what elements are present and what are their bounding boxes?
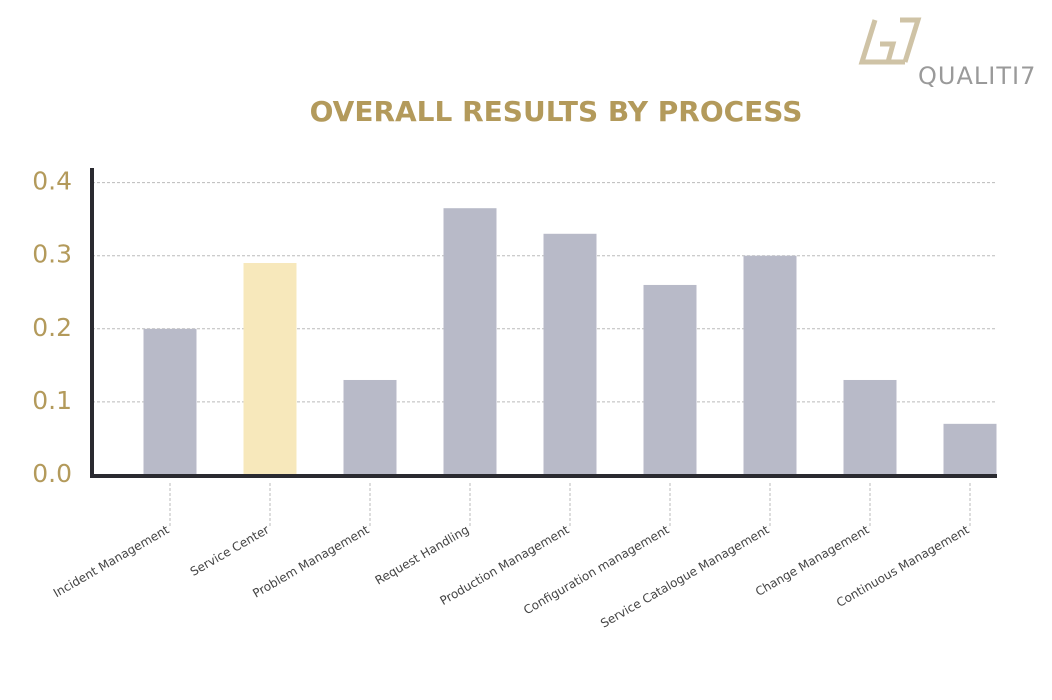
y-tick-label: 0.1 [32,386,72,415]
x-tick-label: Service Catalogue Management [598,522,772,630]
bar [243,263,297,475]
x-tick-label: Request Handling [373,522,472,587]
chart-title: OVERALL RESULTS BY PROCESS [310,95,803,128]
bar [443,208,497,475]
bar [543,233,597,475]
x-tick-label: Service Center [188,522,272,578]
y-tick-label: 0.2 [32,313,72,342]
y-tick-label: 0.3 [32,240,72,269]
bar [743,255,797,475]
bar [943,423,997,475]
bar [143,328,197,475]
y-tick-label: 0.4 [32,167,72,196]
logo-text: QUALITI7 [918,62,1036,90]
logo-mark [858,17,922,65]
bar [643,284,697,475]
bar [843,379,897,475]
x-tick-label: Incident Management [51,522,172,600]
logo: QUALITI7 [858,17,1036,90]
bar [343,379,397,475]
y-tick-label: 0.0 [32,459,72,488]
